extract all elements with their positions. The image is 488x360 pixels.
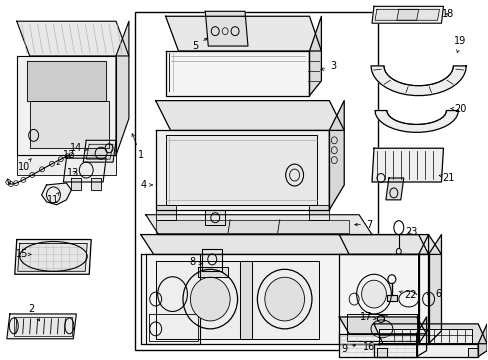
Polygon shape	[328, 100, 344, 210]
Text: 7: 7	[354, 220, 371, 230]
Polygon shape	[378, 329, 471, 343]
Text: 1: 1	[132, 134, 143, 160]
Polygon shape	[7, 314, 76, 339]
Text: 12: 12	[57, 150, 75, 165]
Polygon shape	[145, 255, 200, 344]
Text: 8: 8	[189, 257, 202, 267]
Text: 23: 23	[405, 226, 417, 237]
Polygon shape	[374, 9, 439, 20]
Polygon shape	[41, 183, 71, 205]
Polygon shape	[396, 9, 418, 20]
Polygon shape	[370, 66, 466, 95]
Polygon shape	[15, 239, 91, 274]
Text: 2: 2	[28, 304, 40, 321]
Polygon shape	[155, 100, 344, 130]
Text: 11: 11	[47, 192, 60, 205]
Polygon shape	[309, 205, 328, 220]
Polygon shape	[17, 21, 129, 56]
Text: 5: 5	[192, 38, 207, 51]
Polygon shape	[418, 235, 427, 344]
Polygon shape	[416, 317, 426, 357]
Polygon shape	[373, 324, 486, 344]
Text: 17: 17	[359, 312, 375, 322]
Text: 15: 15	[16, 249, 31, 260]
Polygon shape	[155, 205, 175, 220]
Polygon shape	[155, 130, 328, 210]
Polygon shape	[165, 135, 317, 205]
Polygon shape	[376, 348, 386, 357]
Text: 4: 4	[141, 180, 152, 190]
Polygon shape	[63, 158, 106, 182]
Polygon shape	[165, 51, 309, 96]
Polygon shape	[83, 140, 116, 162]
Polygon shape	[17, 155, 116, 175]
Ellipse shape	[361, 280, 386, 308]
Text: 16: 16	[362, 342, 381, 352]
Text: 14: 14	[70, 143, 88, 153]
Text: 19: 19	[453, 36, 466, 53]
Text: 18: 18	[441, 9, 454, 19]
Polygon shape	[374, 111, 457, 132]
Polygon shape	[371, 148, 443, 182]
Polygon shape	[71, 178, 81, 190]
Polygon shape	[198, 267, 228, 277]
Polygon shape	[371, 6, 443, 23]
Polygon shape	[141, 255, 427, 344]
Polygon shape	[27, 61, 106, 100]
Polygon shape	[18, 243, 87, 271]
Polygon shape	[346, 314, 416, 341]
Text: 22: 22	[398, 290, 416, 300]
Polygon shape	[205, 11, 247, 46]
Polygon shape	[165, 16, 321, 51]
Polygon shape	[386, 295, 396, 301]
Polygon shape	[148, 314, 198, 341]
Polygon shape	[339, 334, 416, 357]
Polygon shape	[339, 317, 426, 334]
Polygon shape	[339, 235, 427, 255]
Polygon shape	[155, 261, 319, 339]
Text: 3: 3	[320, 61, 336, 71]
Polygon shape	[468, 348, 477, 357]
Polygon shape	[155, 220, 348, 233]
Polygon shape	[373, 344, 477, 357]
Polygon shape	[202, 249, 222, 271]
Text: 9: 9	[341, 344, 355, 354]
Polygon shape	[385, 178, 403, 200]
Polygon shape	[477, 324, 486, 357]
Polygon shape	[145, 215, 371, 235]
Polygon shape	[91, 178, 101, 190]
Polygon shape	[427, 235, 441, 344]
Polygon shape	[116, 21, 129, 155]
Text: 6: 6	[427, 289, 441, 299]
Text: 20: 20	[450, 104, 466, 113]
Polygon shape	[141, 235, 441, 255]
Bar	[135, 12, 377, 350]
Ellipse shape	[190, 277, 230, 321]
Polygon shape	[240, 261, 251, 339]
Polygon shape	[339, 255, 418, 344]
Polygon shape	[205, 210, 224, 225]
Polygon shape	[309, 16, 321, 96]
Text: 10: 10	[18, 159, 31, 172]
Polygon shape	[86, 144, 113, 159]
Polygon shape	[17, 56, 116, 155]
Polygon shape	[14, 317, 72, 336]
Polygon shape	[30, 100, 109, 148]
Text: 21: 21	[438, 173, 454, 183]
Ellipse shape	[264, 277, 304, 321]
Text: 13: 13	[67, 168, 79, 178]
